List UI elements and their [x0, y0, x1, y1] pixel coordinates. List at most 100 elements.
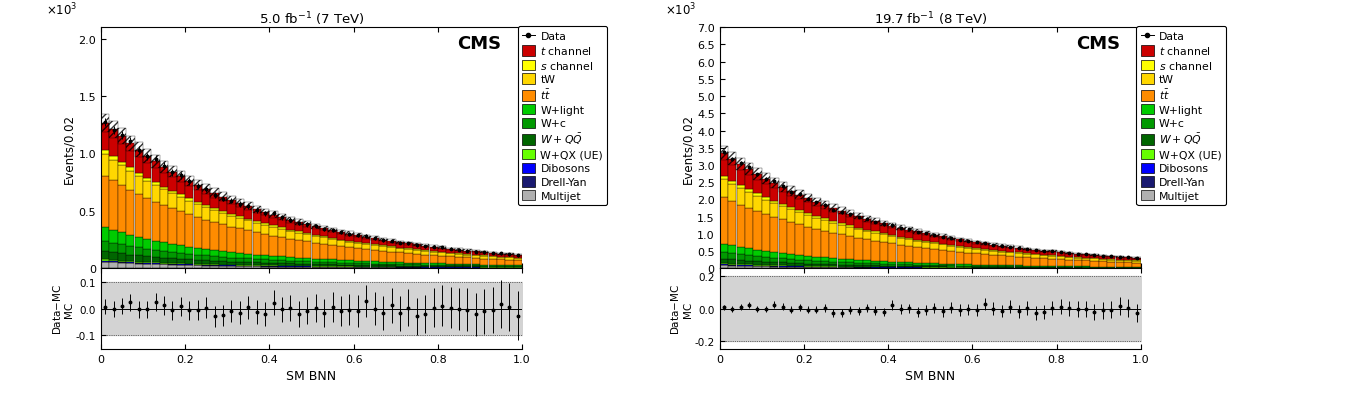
Bar	[109, 262, 117, 263]
Bar	[210, 251, 219, 257]
Bar	[964, 241, 972, 247]
Bar	[1032, 250, 1040, 254]
Bar	[253, 210, 261, 222]
Bar	[278, 266, 286, 267]
Bar	[514, 255, 522, 258]
Bar	[354, 242, 362, 243]
Bar	[320, 259, 328, 262]
Bar	[771, 178, 779, 188]
Bar	[421, 251, 429, 255]
Bar	[269, 212, 278, 218]
Bar	[210, 261, 219, 265]
Bar	[1065, 252, 1073, 254]
Bar	[202, 261, 210, 264]
Bar	[101, 151, 109, 155]
Bar	[126, 263, 134, 269]
Bar	[1091, 267, 1099, 268]
Bar	[303, 262, 312, 264]
Bar	[1099, 256, 1107, 259]
Bar	[1006, 252, 1014, 253]
Bar	[118, 129, 126, 145]
Bar	[176, 264, 186, 265]
Bar	[990, 245, 998, 250]
Bar	[972, 241, 981, 244]
Bar	[990, 266, 998, 267]
Bar	[447, 248, 455, 250]
Bar	[964, 248, 972, 253]
Bar	[955, 267, 964, 268]
Bar	[829, 262, 838, 265]
Bar	[488, 257, 496, 259]
Bar	[328, 260, 336, 263]
Bar	[1081, 267, 1091, 268]
Bar	[981, 242, 989, 245]
Bar	[354, 233, 362, 237]
Bar	[779, 253, 787, 259]
Bar	[118, 245, 126, 254]
Bar	[134, 150, 143, 173]
Bar	[804, 264, 812, 266]
Bar	[720, 264, 728, 265]
Bar	[964, 247, 972, 248]
Bar	[947, 268, 955, 269]
Bar	[872, 261, 880, 264]
Bar	[981, 267, 989, 268]
Bar	[488, 259, 496, 265]
Bar	[421, 266, 429, 267]
Bar	[1073, 254, 1081, 257]
Bar	[728, 259, 736, 264]
Bar	[168, 209, 176, 244]
Bar	[771, 266, 779, 267]
Bar	[328, 245, 336, 260]
Bar	[737, 260, 745, 265]
Bar	[186, 247, 194, 254]
Bar	[126, 261, 134, 263]
Bar	[1014, 257, 1022, 266]
Bar	[480, 256, 488, 259]
Bar	[506, 260, 514, 265]
Bar	[235, 217, 243, 219]
Bar	[981, 244, 989, 249]
Bar	[312, 259, 320, 262]
Bar	[880, 221, 888, 227]
Bar	[787, 192, 795, 208]
Bar	[838, 225, 846, 235]
Bar	[779, 188, 787, 205]
Bar	[955, 266, 964, 267]
Bar	[186, 181, 194, 198]
Bar	[160, 263, 168, 264]
Bar	[1081, 258, 1091, 261]
Bar	[295, 232, 303, 233]
Bar	[194, 180, 202, 190]
Bar	[728, 159, 736, 181]
Bar	[405, 253, 413, 263]
Bar	[303, 267, 312, 269]
Bar	[1022, 248, 1032, 250]
Bar	[514, 267, 522, 268]
Bar	[737, 186, 745, 189]
Bar	[152, 162, 160, 183]
Bar	[1048, 256, 1056, 259]
Bar	[126, 190, 134, 235]
Bar	[202, 249, 210, 256]
Bar	[737, 266, 745, 269]
Bar	[1081, 261, 1091, 267]
Bar	[720, 180, 728, 198]
Bar	[303, 225, 312, 233]
Bar	[728, 184, 736, 202]
Bar	[745, 261, 753, 265]
Bar	[219, 251, 227, 257]
Bar	[413, 245, 421, 250]
Bar	[362, 249, 370, 261]
Bar	[109, 263, 117, 269]
Bar	[972, 265, 981, 266]
Bar	[947, 266, 955, 267]
Bar	[235, 204, 243, 217]
Bar	[118, 263, 126, 269]
Bar	[143, 178, 152, 181]
Bar	[395, 249, 403, 253]
Bar	[795, 211, 804, 213]
Bar	[838, 265, 846, 267]
Bar	[737, 164, 745, 186]
Bar	[362, 261, 370, 263]
